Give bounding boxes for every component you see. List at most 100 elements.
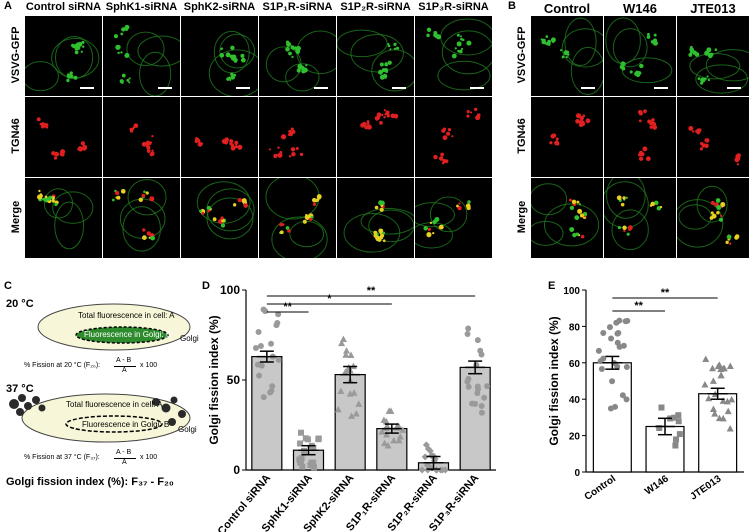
y-tick-label: 80 [569,322,581,333]
frac-line-37 [114,458,136,459]
column-header: Control [543,1,591,16]
data-point [268,387,275,394]
category-label: JTE013 [688,473,723,502]
micrograph-tile [531,97,603,177]
category-label: W146 [643,473,671,497]
category-label: Control [583,473,619,503]
micrograph-tile [677,178,749,258]
significance-label: ** [634,300,643,312]
frac-num-37: A - B [116,449,132,456]
data-point [672,442,679,449]
data-point [719,397,727,404]
significance-label: ** [283,301,292,313]
data-point [464,378,471,385]
micrograph-tile [181,97,258,177]
chart-e: Golgi fission index (%) 0 20 40 60 80 100 Contr… [548,286,744,503]
micrograph-tile [604,178,676,258]
data-point [478,403,485,410]
micrograph-tile [259,178,336,258]
data-point [438,466,446,474]
data-point [675,412,682,419]
row-label: VSVG-GFP [516,26,528,84]
data-point [384,442,392,449]
data-point [269,383,276,390]
data-point [474,386,481,393]
y-tick-label: 50 [227,373,241,387]
column-header: S1P₃R-siRNA [418,1,489,13]
column-header: W146 [623,1,657,16]
micrograph-tile [604,97,676,177]
times-100-37: x 100 [140,454,158,461]
data-point [477,347,484,354]
data-point [260,394,267,401]
row-label: Merge [516,200,528,234]
data-point [342,351,350,358]
data-point [421,453,429,461]
golgi-fluorescence-37: Fluorescence in Golgi: B [82,420,170,429]
bar [251,355,283,471]
micrograph-tile [259,16,336,96]
data-point [254,361,261,368]
data-point [347,351,355,358]
significance-label: * [327,293,332,305]
data-point [595,347,602,354]
data-point [484,383,491,390]
data-point [719,364,727,372]
y-tick-label: 60 [569,359,581,370]
data-point [260,306,267,313]
micrograph-tile [531,178,603,258]
data-point [465,325,472,332]
micrograph-tile [259,97,336,177]
panel-e-label: E [548,280,556,292]
y-tick-label: 100 [563,286,580,297]
micrograph-tile [531,16,603,96]
data-point [390,436,398,444]
micrograph-tile [337,16,414,96]
data-point [387,407,395,414]
data-point [268,340,275,347]
row-label: TGN46 [516,118,528,154]
data-point [623,396,630,403]
data-point [606,324,613,331]
column-header: SphK1-siRNA [105,1,178,13]
golgi-fluorescence-20: Fluorescence in Golgi: B [84,330,172,339]
data-point [598,365,605,372]
data-point [612,403,619,410]
data-point [715,414,723,422]
data-point [709,405,717,413]
panel-b-label: B [508,0,516,12]
data-point [608,335,615,342]
data-point [252,344,259,351]
y-tick-label: 0 [233,463,240,477]
data-point [709,364,717,372]
micrograph-tile [25,178,102,258]
data-point [422,441,430,449]
bar [698,393,738,473]
frac-den-37: A [122,459,127,466]
times-100-20: x 100 [140,362,158,369]
data-point [343,347,351,354]
micrograph-tile [103,16,180,96]
fission-20-label: % Fission at 20 °C (F₂₀): [24,362,101,369]
significance-label: ** [367,285,376,297]
data-point [432,466,440,474]
panel-d-label: D [202,280,210,292]
y-tick-label: 20 [569,432,581,443]
row-label: VSVG-GFP [10,26,22,84]
temp-20-label: 20 °C [6,298,34,310]
micrograph-tile [677,97,749,177]
data-point [609,378,616,385]
data-point [383,430,391,438]
frac-den-20: A [122,367,127,374]
data-point [658,404,665,411]
data-point [705,394,713,402]
data-point [380,416,388,423]
data-point [257,343,264,350]
column-header: SphK2-siRNA [183,1,256,13]
data-point [726,425,734,432]
data-point [256,372,263,379]
column-header: S1P₁R-siRNA [262,1,333,13]
data-point [465,383,472,390]
data-point [338,339,346,347]
data-point [297,429,304,436]
